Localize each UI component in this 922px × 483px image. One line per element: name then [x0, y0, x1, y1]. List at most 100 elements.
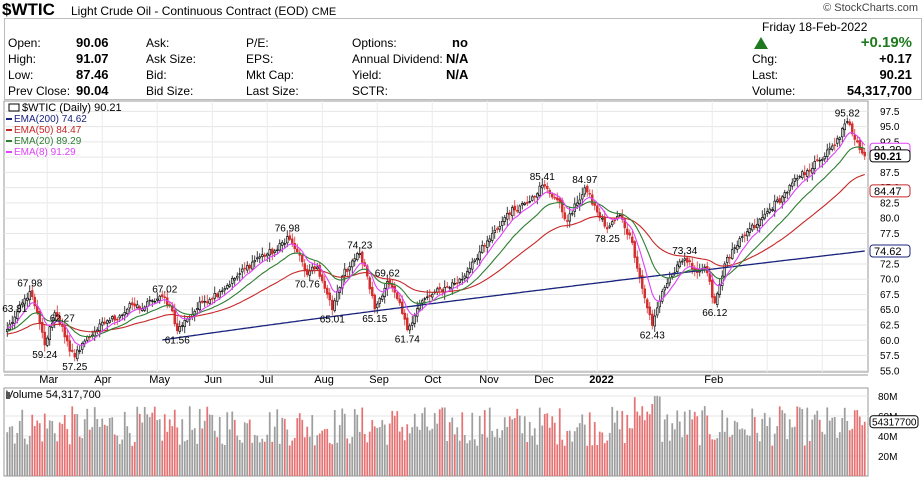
x-tick-label: Sep — [369, 374, 389, 386]
volume-bar — [443, 407, 446, 476]
candle-body — [181, 325, 184, 327]
candle-body — [271, 248, 274, 255]
price-tick-label: 80.0 — [880, 214, 900, 225]
volume-bar — [748, 435, 751, 476]
volume-bar — [653, 395, 656, 476]
volume-bar — [126, 426, 129, 476]
volume-bar — [598, 431, 601, 476]
candle-body — [296, 248, 299, 253]
candle-body — [518, 205, 521, 214]
volume-bar — [281, 417, 284, 476]
candle-body — [216, 293, 219, 297]
price-annotation: 65.01 — [320, 315, 345, 326]
price-annotation: 78.25 — [595, 234, 620, 245]
volume-bar — [603, 443, 606, 476]
volume-bar — [796, 406, 799, 476]
bid-label: Bid: — [146, 68, 167, 82]
volume-bar — [631, 428, 634, 476]
price-candles — [6, 117, 866, 362]
volume-bar — [268, 412, 271, 476]
candle-body — [436, 288, 439, 293]
candle-body — [711, 279, 714, 298]
candle-body — [78, 350, 81, 352]
price-chart-title: $WTIC (Daily) 90.21 — [22, 102, 122, 114]
volume-bar — [376, 427, 379, 476]
volume-bar — [318, 433, 321, 476]
volume-bar — [406, 424, 409, 476]
volume-bar — [706, 415, 709, 476]
volume-bar — [531, 435, 534, 476]
candle-body — [773, 200, 776, 212]
candle-body — [211, 298, 214, 300]
volume-bar — [496, 428, 499, 476]
candle-body — [206, 301, 209, 304]
candle-body — [233, 278, 236, 281]
candle-body — [456, 282, 459, 285]
prev-close-label: Prev Close: — [8, 84, 71, 98]
volume-bar — [266, 434, 269, 476]
volume-bar — [433, 413, 436, 476]
volume-bar — [78, 436, 81, 476]
candle-body — [628, 232, 631, 236]
volume-bar — [223, 444, 226, 476]
candle-body — [158, 295, 161, 301]
volume-bar — [96, 419, 99, 476]
volume-bar — [446, 441, 449, 476]
volume-bar — [848, 430, 851, 476]
volume-bar — [228, 429, 231, 476]
volume-bar — [456, 427, 459, 476]
x-tick-label: Apr — [94, 374, 111, 386]
volume-bar — [236, 435, 239, 476]
volume-bar — [623, 443, 626, 476]
candle-body — [68, 340, 71, 352]
candle-body — [653, 315, 656, 327]
volume-bar — [31, 414, 34, 476]
volume-bar — [208, 414, 211, 476]
volume-bar — [506, 426, 509, 476]
volume-bar — [488, 407, 491, 476]
volume-bar — [556, 444, 559, 476]
candle-body — [11, 322, 14, 324]
volume-bar — [693, 411, 696, 476]
volume-bar — [121, 439, 124, 476]
volume-bar — [413, 413, 416, 476]
candle-body — [793, 177, 796, 182]
volume-bar — [661, 441, 664, 476]
low-value: 87.46 — [76, 67, 109, 82]
volume-bar — [71, 406, 74, 476]
candle-body — [526, 201, 529, 204]
volume-bar — [568, 430, 571, 476]
volume-bar — [591, 445, 594, 476]
candle-body — [816, 159, 819, 161]
candle-body — [758, 218, 761, 227]
volume-bar — [308, 436, 311, 476]
candle-body — [776, 199, 779, 202]
volume-bar — [651, 403, 654, 476]
volume-bar — [783, 413, 786, 476]
price-badge — [869, 244, 911, 258]
volume-bar — [528, 422, 531, 476]
candle-body — [431, 294, 434, 298]
volume-bar — [553, 422, 556, 476]
annual-dividend-label: Annual Dividend: — [352, 52, 443, 66]
volume-bar — [833, 417, 836, 476]
volume-bar — [58, 422, 61, 476]
candle-body — [368, 277, 371, 290]
volume-bar — [551, 416, 554, 476]
candle-body — [118, 315, 121, 319]
candle-body — [73, 352, 76, 358]
volume-bar — [33, 426, 36, 476]
volume-bar — [723, 431, 726, 476]
candle-body — [406, 317, 409, 330]
price-badge — [869, 184, 911, 198]
candle-body — [798, 175, 801, 178]
volume-bar — [386, 444, 389, 476]
volume-badge — [869, 415, 919, 429]
candle-body — [733, 247, 736, 250]
candle-body — [778, 198, 781, 204]
volume-bar — [761, 418, 764, 476]
volume-bar — [233, 419, 236, 476]
volume-bar — [438, 409, 441, 476]
volume-bar — [821, 431, 824, 476]
volume-bar — [601, 432, 604, 476]
